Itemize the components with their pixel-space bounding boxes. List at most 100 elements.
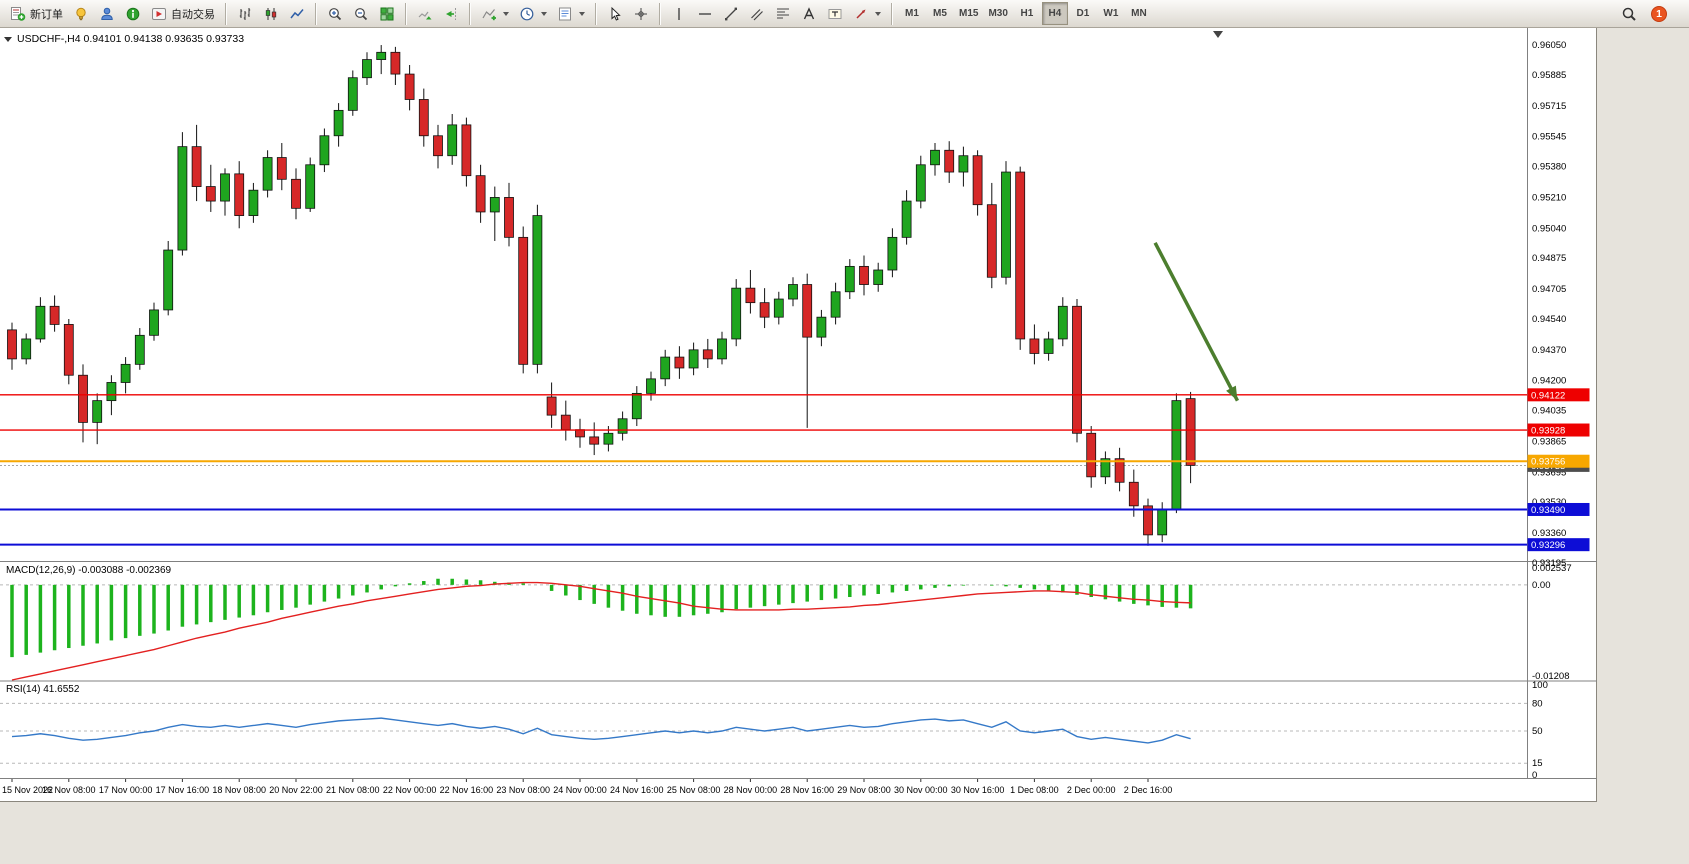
candle: [546, 396, 557, 416]
time-axis-label: 16 Nov 08:00: [42, 785, 96, 795]
zoom-out-button[interactable]: [349, 2, 373, 25]
chart-title: USDCHF-,H4 0.94101 0.94138 0.93635 0.937…: [4, 33, 244, 45]
hline-price-tag: [1527, 538, 1590, 552]
candle: [660, 356, 671, 380]
crosshair-icon: [633, 6, 649, 22]
tile-windows-button[interactable]: [375, 2, 399, 25]
trend-arrow-head[interactable]: [1226, 385, 1238, 401]
timeframe-h4[interactable]: H4: [1041, 2, 1068, 25]
one-click-trading-toggle[interactable]: [4, 37, 12, 42]
templates-icon: [557, 6, 573, 22]
time-axis-label: 22 Nov 16:00: [440, 785, 494, 795]
line-chart-button[interactable]: [285, 2, 309, 25]
timeframe-d1[interactable]: D1: [1070, 2, 1096, 25]
auto-scroll-button[interactable]: [413, 2, 437, 25]
candle: [376, 51, 387, 60]
timeframe-mn[interactable]: MN: [1126, 2, 1152, 25]
time-axis-label: 15 Nov 2022: [2, 785, 53, 795]
timeframe-h1[interactable]: H1: [1014, 2, 1040, 25]
autotrading-button[interactable]: 自动交易: [147, 2, 219, 25]
text-tool-button[interactable]: [797, 2, 821, 25]
candlestick-chart-button[interactable]: [259, 2, 283, 25]
indicators-button[interactable]: [477, 2, 513, 25]
candle: [489, 197, 500, 213]
toolbar-separator: [405, 2, 407, 25]
chart-shift-button[interactable]: [439, 2, 463, 25]
rsi-line: [11, 717, 1191, 744]
rsi-scale-label: 15: [1532, 758, 1543, 769]
hline-price-tag: [1527, 423, 1590, 437]
hline-price-tag-text: 0.93490: [1531, 505, 1565, 516]
price-scale-label: 0.94875: [1532, 253, 1566, 264]
time-axis-label: 25 Nov 08:00: [667, 785, 721, 795]
new-order-label: 新订单: [30, 8, 63, 21]
macd-scale-label: 0.00: [1532, 580, 1551, 591]
channel-tool-button[interactable]: [745, 2, 769, 25]
lamp-button[interactable]: [69, 2, 93, 25]
new-order-button[interactable]: 新订单: [6, 2, 67, 25]
candle: [1157, 509, 1168, 536]
candle: [78, 374, 88, 423]
autotrading-label: 自动交易: [171, 8, 215, 21]
chevron-down-icon: [503, 11, 509, 16]
periods-button[interactable]: [515, 2, 551, 25]
zoom-in-button[interactable]: [323, 2, 347, 25]
text-icon: [801, 6, 817, 22]
price-scale-label: 0.93530: [1532, 497, 1566, 508]
trendline-tool-button[interactable]: [719, 2, 743, 25]
text-label-icon: [827, 6, 843, 22]
toolbar-separator: [225, 2, 227, 25]
timeframe-m5[interactable]: M5: [927, 2, 953, 25]
toolbar-separator: [315, 2, 317, 25]
search-button[interactable]: [1617, 2, 1641, 25]
hline-price-tag: [1527, 454, 1590, 468]
cursor-button[interactable]: [603, 2, 627, 25]
candle: [163, 249, 174, 311]
time-axis-label: 30 Nov 16:00: [951, 785, 1005, 795]
text-label-tool-button[interactable]: [823, 2, 847, 25]
chart-canvas[interactable]: 0.96050 0.95885 0.95715 0.95545 0.95380 0.952…: [0, 28, 1597, 802]
candle: [674, 356, 685, 369]
templates-button[interactable]: [553, 2, 589, 25]
fibonacci-tool-button[interactable]: [771, 2, 795, 25]
candle: [191, 146, 202, 187]
candle: [1114, 458, 1125, 483]
chart-shift-marker[interactable]: [1213, 31, 1223, 38]
user-button[interactable]: [95, 2, 119, 25]
trendline-icon: [723, 6, 739, 22]
candle: [688, 349, 699, 369]
candle: [21, 338, 32, 360]
candle: [248, 189, 259, 216]
equidistant-channel-icon: [749, 6, 765, 22]
bar-chart-button[interactable]: [233, 2, 257, 25]
time-axis-label: 2 Dec 16:00: [1124, 785, 1173, 795]
chevron-down-icon: [579, 11, 585, 16]
candle: [859, 265, 869, 285]
crosshair-button[interactable]: [629, 2, 653, 25]
chevron-down-icon: [875, 11, 881, 16]
timeframe-m30[interactable]: M30: [984, 2, 1011, 25]
vertical-line-tool-button[interactable]: [667, 2, 691, 25]
trend-arrow-object[interactable]: [1153, 241, 1240, 402]
info-button[interactable]: [121, 2, 145, 25]
tile-windows-icon: [379, 6, 395, 22]
horizontal-line-icon: [697, 6, 713, 22]
toolbar-separator: [891, 2, 893, 25]
horizontal-line-tool-button[interactable]: [693, 2, 717, 25]
timeframe-m1[interactable]: M1: [899, 2, 925, 25]
notification-badge[interactable]: 1: [1651, 5, 1667, 22]
time-axis-label: 28 Nov 00:00: [724, 785, 778, 795]
toolbar: 新订单 自动交易: [0, 0, 1689, 28]
candle: [944, 149, 955, 173]
candle: [319, 135, 330, 166]
price-scale-label: 0.96050: [1532, 40, 1566, 51]
arrows-tool-button[interactable]: [849, 2, 885, 25]
candle: [404, 73, 415, 100]
timeframe-m15[interactable]: M15: [955, 2, 982, 25]
candle: [1171, 400, 1182, 510]
candle: [1128, 481, 1139, 507]
candle: [49, 305, 60, 325]
timeframe-w1[interactable]: W1: [1098, 2, 1124, 25]
time-axis-label: 2 Dec 00:00: [1067, 785, 1116, 795]
